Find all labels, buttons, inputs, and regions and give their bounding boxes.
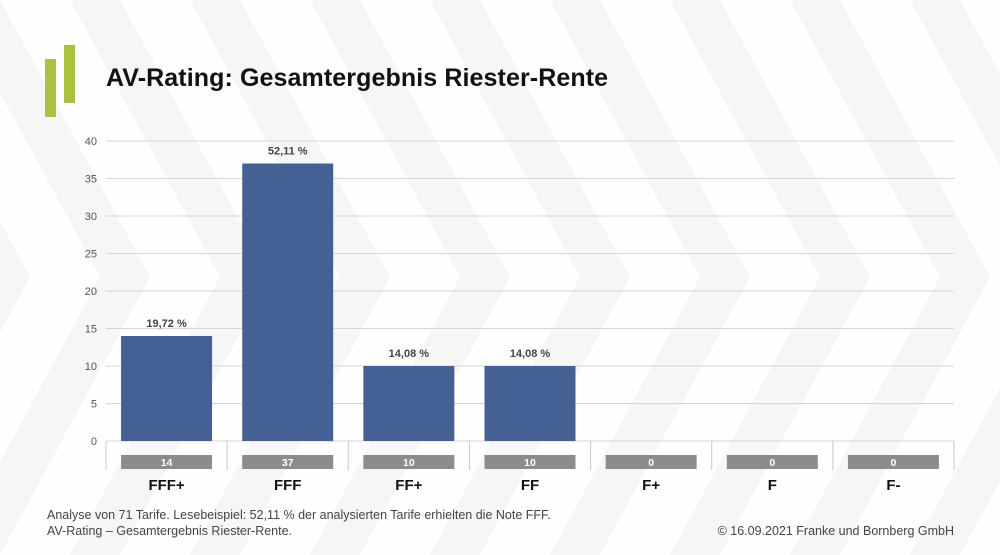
bar — [242, 163, 334, 441]
copyright-text: © 16.09.2021 Franke und Bornberg GmbH — [717, 524, 954, 538]
x-category-label: FFF+ — [148, 477, 184, 494]
background-chevron — [720, 0, 940, 555]
count-label: 37 — [282, 457, 294, 469]
background-chevron — [0, 0, 220, 555]
count-box — [484, 455, 576, 469]
bar-percent-label: 14,08 % — [510, 348, 551, 360]
count-label: 0 — [891, 457, 897, 469]
background-chevron — [0, 92, 100, 463]
count-label: 0 — [648, 457, 654, 469]
background-chevron — [960, 0, 1000, 555]
y-tick-label: 35 — [85, 174, 97, 186]
y-tick-label: 25 — [85, 249, 97, 261]
count-box — [726, 455, 818, 469]
bar — [363, 366, 455, 441]
background-chevron — [240, 0, 460, 555]
background-chevron — [600, 0, 820, 555]
count-box — [363, 455, 455, 469]
x-category-label: FFF — [274, 477, 302, 494]
count-label: 14 — [161, 457, 173, 469]
page-title: AV-Rating: Gesamtergebnis Riester-Rente — [106, 64, 609, 92]
logo-bar-left — [45, 59, 56, 117]
footnote-line-1: Analyse von 71 Tarife. Lesebeispiel: 52,… — [47, 508, 551, 522]
bar-percent-label: 14,08 % — [389, 348, 430, 360]
count-box — [605, 455, 697, 469]
y-tick-label: 15 — [85, 324, 97, 336]
count-label: 10 — [403, 457, 415, 469]
x-category-label: F — [768, 477, 777, 494]
background-chevron — [360, 0, 580, 555]
y-tick-label: 10 — [85, 361, 97, 373]
count-box — [847, 455, 939, 469]
bar-percent-label: 52,11 % — [268, 146, 308, 158]
y-tick-label: 5 — [91, 399, 97, 411]
footnote-line-2: AV-Rating – Gesamtergebnis Riester-Rente… — [47, 524, 293, 538]
count-box — [121, 455, 213, 469]
bar — [484, 366, 576, 441]
y-tick-label: 20 — [85, 286, 97, 298]
count-label: 0 — [769, 457, 775, 469]
x-category-label: F- — [886, 477, 900, 494]
y-tick-label: 0 — [91, 436, 97, 448]
y-tick-label: 40 — [85, 136, 97, 148]
count-label: 10 — [524, 457, 536, 469]
logo-bar-right — [64, 45, 75, 103]
background-chevron — [480, 0, 700, 555]
background-chevron — [840, 0, 1000, 555]
x-category-label: FF — [521, 477, 539, 494]
bar — [121, 336, 213, 441]
x-category-label: FF+ — [395, 477, 422, 494]
x-category-label: F+ — [642, 477, 660, 494]
count-box — [242, 455, 334, 469]
y-tick-label: 30 — [85, 211, 97, 223]
bar-percent-label: 19,72 % — [146, 318, 187, 330]
